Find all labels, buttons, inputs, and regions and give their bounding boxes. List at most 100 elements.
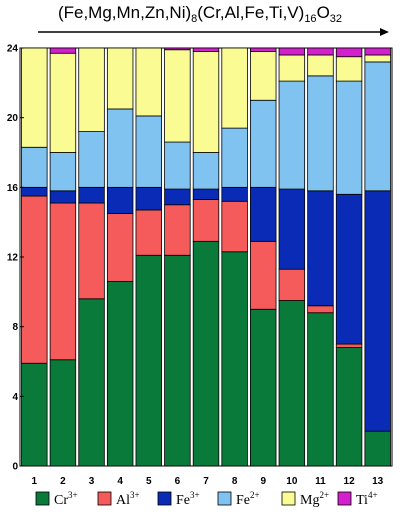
bar-segment	[49, 152, 77, 192]
bar-segment	[78, 47, 105, 132]
bar-segment	[135, 254, 162, 467]
bar-segment	[135, 115, 162, 188]
legend-ion: Mg	[300, 493, 319, 508]
bar-stack	[135, 47, 162, 467]
bar-segment	[250, 308, 277, 467]
legend-item: Fe3+	[157, 490, 200, 508]
bar-segment	[135, 186, 162, 211]
y-tick-label: 8	[12, 322, 18, 333]
x-tick-label: 3	[89, 476, 95, 487]
bar-segment	[335, 56, 363, 82]
x-tick-label: 8	[232, 476, 238, 487]
bar-segment	[192, 188, 220, 200]
x-tick-label: 1	[32, 476, 38, 487]
legend-charge: 3+	[130, 490, 140, 500]
legend-ion: Al	[116, 493, 130, 508]
bar-segment	[221, 186, 248, 202]
y-tick-label: 24	[7, 44, 19, 55]
bar-segment	[278, 300, 306, 467]
bar-segment	[49, 359, 77, 467]
bar-segment	[106, 280, 134, 467]
y-tick-label: 20	[7, 113, 19, 124]
legend-label: Cr3+	[54, 490, 78, 508]
x-tick-label: 2	[60, 476, 66, 487]
bar-segment	[364, 190, 391, 432]
bar-segment	[364, 61, 391, 192]
bar-stack	[335, 47, 363, 467]
x-tick-label: 12	[344, 476, 356, 487]
bar-segment	[250, 240, 277, 310]
title-part: (Cr,Al,Fe,Ti,V)	[197, 3, 304, 22]
bar-segment	[106, 186, 134, 214]
x-axis: 1 2 3 4 5 6 7 8 9 10 11 12 13	[32, 476, 384, 487]
bars-group	[21, 47, 391, 467]
bar-segment	[192, 47, 220, 52]
legend-charge: 4+	[368, 490, 378, 500]
bar-segment	[21, 195, 48, 364]
bar-segment	[335, 193, 363, 345]
legend-charge: 3+	[68, 490, 78, 500]
bar-segment	[106, 213, 134, 282]
bar-stack	[307, 47, 334, 467]
bar-segment	[221, 47, 248, 129]
bar-segment	[49, 202, 77, 361]
legend-charge: 2+	[250, 490, 260, 500]
bar-segment	[192, 240, 220, 467]
bar-segment	[21, 47, 48, 148]
legend-swatch	[157, 491, 172, 506]
legend-item: Al3+	[97, 490, 140, 508]
legend-swatch	[337, 491, 352, 506]
y-axis: 0 4 8 12 16 20 24	[7, 44, 24, 473]
legend-item: Ti4+	[337, 490, 378, 508]
bar-stack	[164, 47, 191, 467]
chart-title: (Fe,Mg,Mn,Zn,Ni)8(Cr,Al,Fe,Ti,V)16O32	[58, 3, 342, 25]
bar-segment	[106, 108, 134, 188]
bar-segment	[78, 131, 105, 188]
bar-segment	[278, 188, 306, 270]
bar-segment	[21, 362, 48, 467]
legend-swatch	[281, 491, 296, 506]
bar-segment	[49, 47, 77, 54]
bar-segment	[135, 47, 162, 117]
bar-segment	[307, 54, 334, 77]
legend-label: Ti4+	[356, 490, 378, 508]
bar-segment	[164, 254, 191, 467]
legend-swatch	[217, 491, 232, 506]
title-part: O	[317, 3, 330, 22]
x-tick-label: 9	[260, 476, 266, 487]
bar-segment	[335, 80, 363, 195]
bar-segment	[106, 47, 134, 110]
bar-segment	[335, 347, 363, 467]
legend-swatch	[97, 491, 112, 506]
bar-segment	[192, 152, 220, 190]
bar-segment	[278, 47, 306, 56]
bar-segment	[164, 49, 191, 143]
x-tick-label: 6	[175, 476, 181, 487]
title-part: (Fe,Mg,Mn,Zn,Ni)	[58, 3, 191, 22]
legend-label: Mg2+	[300, 490, 329, 508]
bar-segment	[78, 202, 105, 300]
bar-segment	[307, 190, 334, 307]
bar-segment	[78, 186, 105, 204]
bar-segment	[278, 268, 306, 301]
legend-item: Mg2+	[281, 490, 329, 508]
legend-ion: Cr	[54, 493, 68, 508]
bar-segment	[164, 141, 191, 190]
bar-stack	[250, 47, 277, 467]
title-part: 32	[330, 13, 342, 25]
title-arrow-head	[380, 28, 389, 36]
bar-segment	[278, 80, 306, 190]
bar-segment	[307, 75, 334, 192]
bar-segment	[250, 186, 277, 242]
bar-segment	[192, 199, 220, 242]
title-part: 16	[304, 13, 316, 25]
bar-segment	[364, 54, 391, 63]
y-tick-label: 16	[7, 183, 19, 194]
bar-segment	[21, 146, 48, 188]
bar-segment	[364, 47, 391, 56]
x-tick-label: 10	[286, 476, 298, 487]
legend-item: Cr3+	[35, 490, 78, 508]
legend-item: Fe2+	[217, 490, 260, 508]
x-tick-label: 11	[315, 476, 326, 487]
